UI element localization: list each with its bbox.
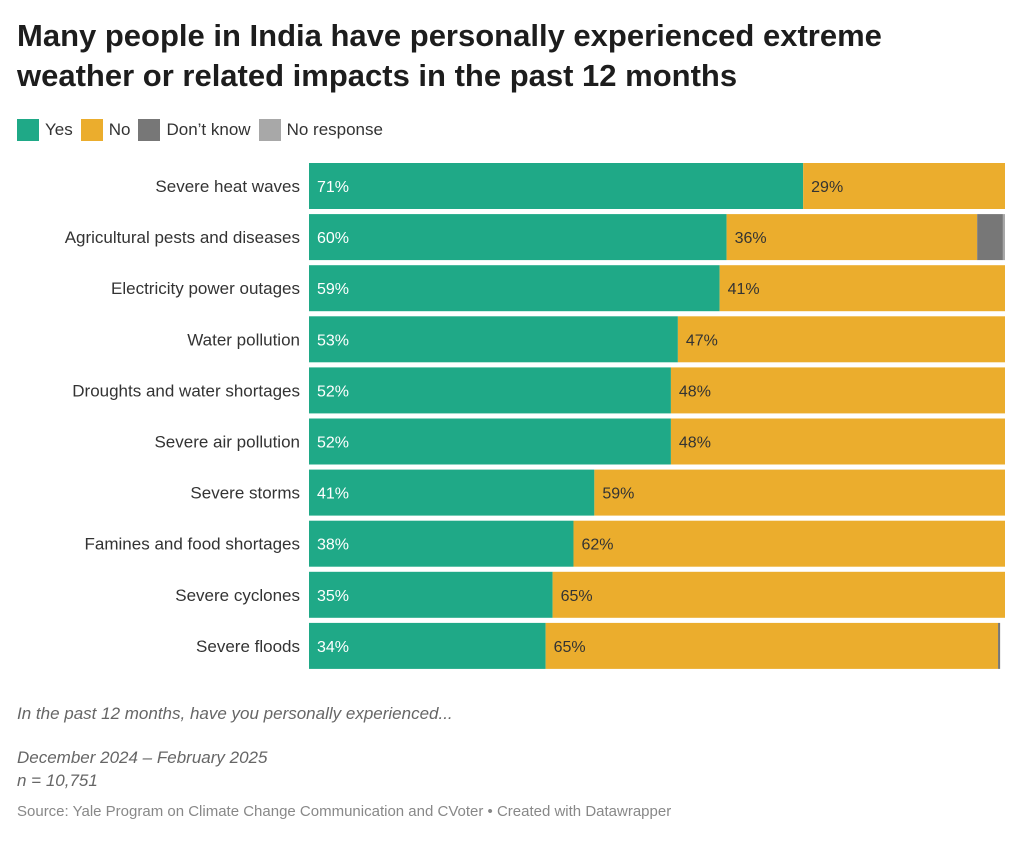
category-label-droughts-and-water-shortages: Droughts and water shortages: [72, 381, 300, 400]
legend-item-no: No: [80, 119, 131, 141]
source-note: Source: Yale Program on Climate Change C…: [17, 803, 672, 820]
bar-don-t-know-severe-floods: [998, 622, 1001, 669]
value-label-no-severe-cyclones: 65%: [561, 588, 593, 605]
chart-title: Many people in India have personally exp…: [17, 18, 882, 93]
category-label-famines-and-food-shortages: Famines and food shortages: [85, 535, 300, 554]
bar-no-severe-air-pollution: [670, 418, 1005, 465]
legend-swatch-no-response: [258, 119, 281, 141]
value-label-no-severe-floods: 65%: [554, 639, 586, 656]
value-label-yes-severe-floods: 34%: [317, 639, 349, 656]
legend: Yes No Don’t know No response: [17, 118, 391, 142]
value-label-yes-water-pollution: 53%: [317, 332, 349, 349]
category-label-severe-floods: Severe floods: [196, 637, 300, 656]
bar-no-severe-floods: [545, 622, 999, 669]
legend-swatch-dont-know: [138, 119, 161, 141]
legend-swatch-no: [80, 119, 103, 141]
value-label-yes-severe-cyclones: 35%: [317, 588, 349, 605]
category-label-severe-storms: Severe storms: [190, 484, 300, 503]
value-label-no-water-pollution: 47%: [686, 332, 718, 349]
bar-no-severe-storms: [594, 469, 1005, 516]
bar-no-agricultural-pests-and-diseases: [726, 214, 978, 261]
bar-yes-severe-air-pollution: [309, 418, 671, 465]
date-note: December 2024 – February 2025: [17, 748, 268, 767]
value-label-no-droughts-and-water-shortages: 48%: [679, 383, 711, 400]
legend-item-no-response: No response: [258, 119, 383, 141]
bar-yes-severe-storms: [309, 469, 595, 516]
legend-item-dont-know: Don’t know: [138, 119, 251, 141]
category-label-agricultural-pests-and-diseases: Agricultural pests and diseases: [65, 228, 300, 247]
value-label-no-severe-heat-waves: 29%: [811, 179, 843, 196]
category-label-severe-air-pollution: Severe air pollution: [154, 433, 300, 452]
category-label-severe-cyclones: Severe cyclones: [175, 586, 300, 605]
value-label-yes-severe-air-pollution: 52%: [317, 435, 349, 452]
bar-no-droughts-and-water-shortages: [670, 367, 1005, 414]
bar-yes-famines-and-food-shortages: [309, 520, 574, 567]
bar-no-water-pollution: [677, 316, 1005, 363]
value-label-yes-famines-and-food-shortages: 38%: [317, 537, 349, 554]
bar-yes-severe-cyclones: [309, 571, 553, 618]
sample-note: n = 10,751: [17, 771, 98, 790]
bar-no-response-agricultural-pests-and-diseases: [1002, 214, 1005, 261]
bar-yes-agricultural-pests-and-diseases: [309, 214, 727, 261]
category-label-severe-heat-waves: Severe heat waves: [155, 177, 300, 196]
value-label-yes-electricity-power-outages: 59%: [317, 281, 349, 298]
bar-no-electricity-power-outages: [719, 265, 1005, 312]
category-label-water-pollution: Water pollution: [187, 330, 300, 349]
value-label-yes-severe-storms: 41%: [317, 486, 349, 503]
value-label-no-severe-air-pollution: 48%: [679, 435, 711, 452]
value-label-no-severe-storms: 59%: [602, 486, 634, 503]
question-note: In the past 12 months, have you personal…: [17, 704, 453, 723]
legend-item-yes: Yes: [17, 119, 73, 141]
category-label-electricity-power-outages: Electricity power outages: [111, 279, 300, 298]
value-label-no-electricity-power-outages: 41%: [728, 281, 760, 298]
value-label-no-agricultural-pests-and-diseases: 36%: [735, 230, 767, 247]
bar-yes-droughts-and-water-shortages: [309, 367, 671, 414]
value-label-yes-agricultural-pests-and-diseases: 60%: [317, 230, 349, 247]
bar-don-t-know-agricultural-pests-and-diseases: [977, 214, 1003, 261]
bar-yes-water-pollution: [309, 316, 678, 363]
bar-no-severe-heat-waves: [803, 163, 1005, 209]
legend-label-no-response: No response: [286, 120, 383, 139]
value-label-no-famines-and-food-shortages: 62%: [581, 537, 613, 554]
legend-label-yes: Yes: [45, 120, 73, 139]
value-label-yes-severe-heat-waves: 71%: [317, 179, 349, 196]
bar-yes-severe-floods: [309, 622, 546, 669]
bar-yes-severe-heat-waves: [309, 163, 804, 209]
bar-yes-electricity-power-outages: [309, 265, 720, 312]
legend-swatch-yes: [17, 119, 39, 141]
legend-label-no: No: [108, 120, 131, 139]
stacked-bar-chart: Severe heat waves 71% 29% Agricultural pest…: [65, 163, 1005, 669]
value-label-yes-droughts-and-water-shortages: 52%: [317, 383, 349, 400]
legend-label-dont-know: Don’t know: [166, 120, 251, 139]
bar-no-famines-and-food-shortages: [573, 520, 1005, 567]
bar-no-severe-cyclones: [552, 571, 1005, 618]
